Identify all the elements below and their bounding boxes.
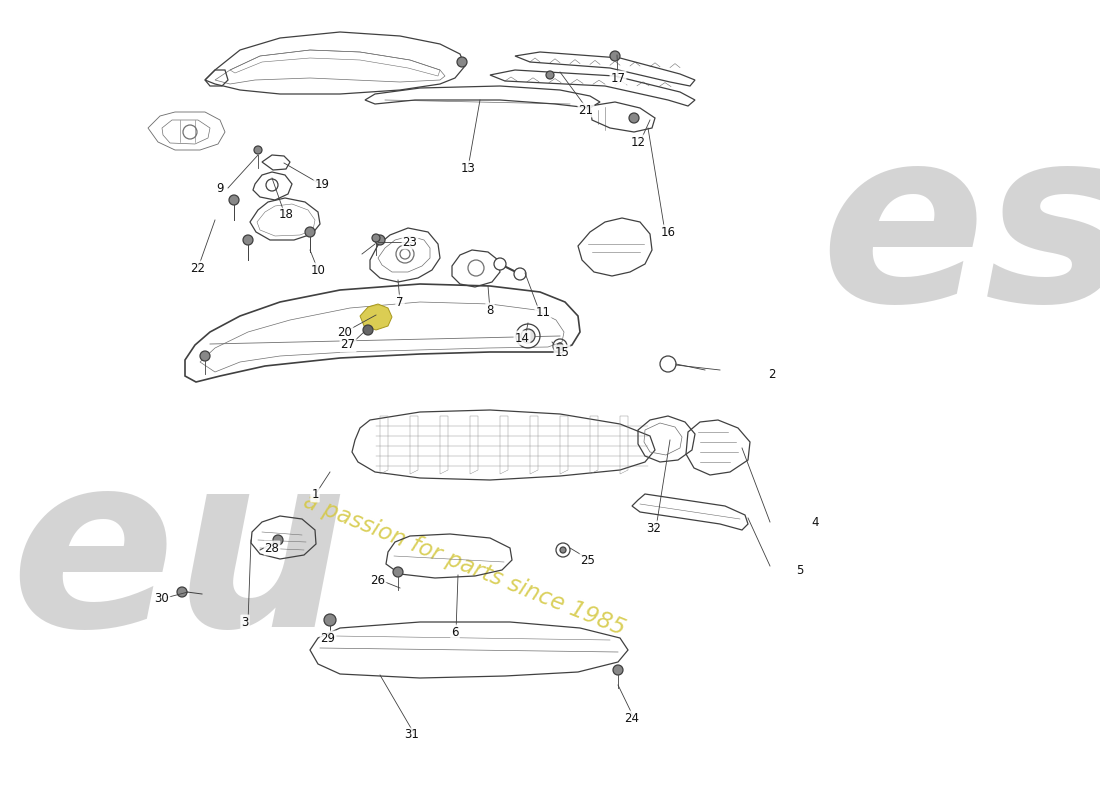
Circle shape [372,234,379,242]
Text: 15: 15 [554,346,570,358]
Text: 20: 20 [338,326,352,338]
Text: 28: 28 [265,542,279,554]
Text: 8: 8 [486,303,494,317]
Text: a passion for parts since 1985: a passion for parts since 1985 [300,490,628,640]
Text: es: es [820,117,1100,353]
Circle shape [560,547,566,553]
Circle shape [546,71,554,79]
Circle shape [375,235,385,245]
Text: 18: 18 [278,209,294,222]
Text: 27: 27 [341,338,355,351]
Text: 1: 1 [311,489,319,502]
Text: 19: 19 [315,178,330,191]
Circle shape [610,51,620,61]
Text: 26: 26 [371,574,385,586]
Circle shape [494,258,506,270]
Circle shape [243,235,253,245]
Circle shape [254,146,262,154]
Text: 17: 17 [610,71,626,85]
Text: 13: 13 [461,162,475,174]
Text: 21: 21 [579,103,594,117]
Circle shape [393,567,403,577]
Text: 16: 16 [660,226,675,238]
Circle shape [456,57,468,67]
Circle shape [177,587,187,597]
Text: 14: 14 [515,331,529,345]
Circle shape [514,268,526,280]
Text: 6: 6 [451,626,459,638]
Circle shape [200,351,210,361]
Polygon shape [360,304,392,330]
Circle shape [557,343,563,349]
Text: 25: 25 [581,554,595,566]
Text: 32: 32 [647,522,661,534]
Circle shape [229,195,239,205]
Text: 22: 22 [190,262,206,274]
Text: 24: 24 [625,711,639,725]
Text: 7: 7 [396,295,404,309]
Circle shape [521,329,535,343]
Text: 9: 9 [217,182,223,194]
Circle shape [324,614,336,626]
Text: 30: 30 [155,591,169,605]
Text: 10: 10 [310,263,326,277]
Circle shape [363,325,373,335]
Text: 5: 5 [796,563,804,577]
Text: eu: eu [10,442,348,678]
Circle shape [305,227,315,237]
Text: 29: 29 [320,631,336,645]
Text: 31: 31 [405,729,419,742]
Text: 4: 4 [812,515,818,529]
Circle shape [273,535,283,545]
Text: 12: 12 [630,135,646,149]
Text: 11: 11 [536,306,550,319]
Text: 3: 3 [241,615,249,629]
Text: 2: 2 [768,369,776,382]
Circle shape [613,665,623,675]
Circle shape [629,113,639,123]
Text: 23: 23 [403,235,417,249]
